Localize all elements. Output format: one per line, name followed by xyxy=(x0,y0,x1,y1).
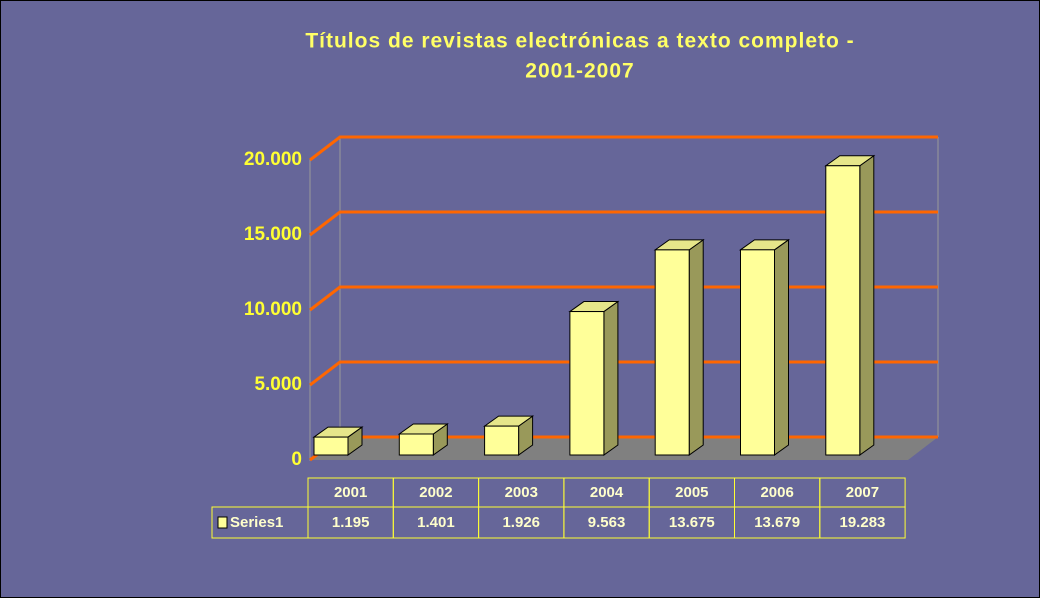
bar xyxy=(398,433,434,456)
x-tick-label: 2002 xyxy=(419,484,452,501)
y-tick-label: 0 xyxy=(291,449,302,470)
bar xyxy=(484,425,520,456)
grid-line xyxy=(309,210,938,237)
bar-side xyxy=(688,238,704,456)
bar-side xyxy=(603,300,619,456)
chart-title: Títulos de revistas electrónicas a texto… xyxy=(305,30,854,53)
y-tick-label: 15.000 xyxy=(244,224,302,245)
legend-label: Series1 xyxy=(230,514,283,531)
data-label: 13.679 xyxy=(754,514,800,531)
y-tick-label: 20.000 xyxy=(244,149,302,170)
bar-side xyxy=(859,154,875,456)
grid-line xyxy=(309,285,938,312)
bar xyxy=(740,249,775,456)
x-tick-label: 2006 xyxy=(760,484,793,501)
bar xyxy=(654,249,690,456)
data-label: 9.563 xyxy=(588,514,626,531)
data-label: 1.926 xyxy=(502,514,540,531)
grid-line xyxy=(309,135,938,162)
chart-title: 2001-2007 xyxy=(525,60,634,83)
data-label: 1.195 xyxy=(332,514,370,531)
x-tick-label: 2003 xyxy=(505,484,538,501)
bar xyxy=(825,165,861,456)
y-tick-label: 10.000 xyxy=(244,299,302,320)
x-tick-label: 2007 xyxy=(846,484,879,501)
x-tick-label: 2001 xyxy=(334,484,367,501)
bar xyxy=(569,311,605,456)
x-tick-label: 2005 xyxy=(675,484,708,501)
grid-line xyxy=(309,360,938,387)
bar-side xyxy=(774,238,789,456)
legend-swatch xyxy=(217,516,228,529)
y-tick-label: 5.000 xyxy=(254,374,302,395)
x-tick-label: 2004 xyxy=(590,484,624,501)
data-label: 13.675 xyxy=(669,514,715,531)
data-label: 1.401 xyxy=(417,514,455,531)
data-label: 19.283 xyxy=(840,514,886,531)
table-cell xyxy=(819,506,906,539)
bar xyxy=(313,436,349,456)
